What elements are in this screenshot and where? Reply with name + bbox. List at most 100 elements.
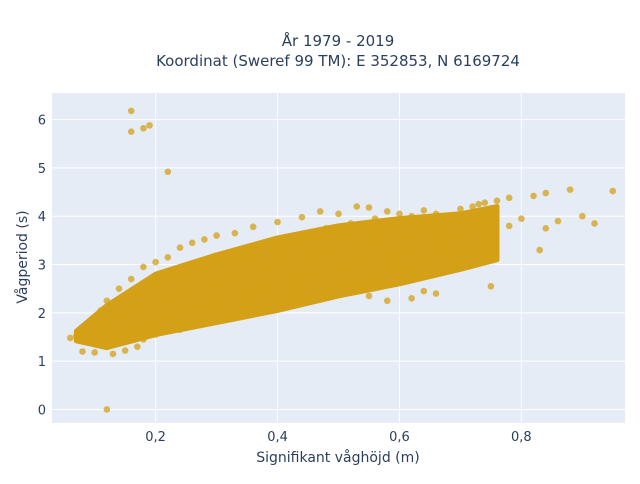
scatter-point [103, 328, 111, 336]
scatter-point [493, 197, 501, 205]
scatter-point [402, 234, 409, 242]
x-tick-label: 0,2 [145, 430, 166, 445]
scatter-point [207, 280, 214, 288]
scatter-point [408, 249, 415, 256]
scatter-point [566, 186, 574, 193]
scatter-point [432, 244, 440, 251]
scatter-point [262, 285, 269, 292]
scatter-point [79, 348, 86, 355]
scatter-point [463, 220, 470, 227]
scatter-point [146, 321, 153, 329]
scatter-point [268, 244, 275, 251]
scatter-point [383, 253, 391, 261]
scatter-point [383, 297, 391, 305]
scatter-point [335, 210, 342, 218]
scatter-point [274, 218, 281, 226]
scatter-point [505, 222, 513, 230]
scatter-point [103, 406, 111, 413]
scatter-point [127, 107, 135, 115]
y-axis-label: Vågperiod (s) [14, 210, 31, 303]
scatter-point [164, 168, 172, 176]
tick-labels: 0,2 0,4 0,6 0,8 0 1 2 3 4 5 6 [38, 114, 532, 445]
scatter-point [341, 227, 348, 235]
scatter-point [316, 208, 324, 215]
scatter-point [79, 331, 86, 338]
chart-title-line1: År 1979 - 2019 [282, 31, 395, 50]
scatter-point [396, 210, 403, 218]
scatter-point [127, 128, 135, 135]
scatter-point [530, 192, 537, 200]
scatter-point [134, 343, 141, 350]
scatter-point [487, 282, 495, 290]
scatter-point [182, 287, 190, 295]
scatter-point [146, 122, 153, 129]
scatter-point [518, 215, 525, 222]
scatter-point [323, 224, 330, 232]
scatter-point [444, 213, 452, 221]
scatter-point [377, 238, 385, 245]
scatter-point [249, 307, 257, 314]
scatter-point [335, 263, 342, 271]
scatter-point [164, 314, 172, 321]
scatter-point [408, 212, 415, 220]
scatter-point [481, 199, 489, 206]
scatter-point [310, 270, 318, 278]
scatter-point [579, 212, 586, 220]
scatter-point [487, 229, 495, 237]
scatter-point [481, 217, 489, 225]
scatter-point [231, 229, 239, 237]
scatter-point [396, 266, 403, 273]
scatter-point [323, 287, 330, 295]
scatter-point [371, 215, 379, 222]
x-tick-label: 0,8 [511, 430, 532, 445]
scatter-point [286, 278, 294, 285]
x-tick-label: 0,4 [267, 430, 288, 445]
scatter-point [201, 236, 208, 243]
scatter-point [188, 307, 196, 314]
scatter-point [475, 200, 483, 208]
scatter-point [170, 273, 178, 280]
y-tick-label: 5 [38, 162, 46, 177]
scatter-point [420, 287, 428, 295]
scatter-point [353, 241, 361, 249]
scatter-point [536, 246, 543, 254]
scatter-point [127, 326, 135, 334]
scatter-point [365, 292, 373, 300]
scatter-point [237, 292, 245, 300]
x-tick-label: 0,6 [389, 430, 410, 445]
scatter-point [365, 222, 373, 230]
scatter-point [66, 334, 74, 342]
y-tick-label: 3 [38, 259, 46, 274]
scatter-point [304, 252, 312, 260]
scatter-point [426, 224, 434, 232]
scatter-point [432, 290, 440, 297]
scatter-point [91, 349, 98, 356]
chart-title-line2: Koordinat (Sweref 99 TM): E 352853, N 61… [156, 52, 520, 70]
scatter-point [383, 208, 391, 215]
scatter-point [176, 326, 184, 334]
y-tick-label: 6 [38, 114, 46, 129]
scatter-point [121, 347, 129, 354]
scatter-point [140, 124, 147, 132]
scatter-point [255, 265, 263, 272]
scatter-point [127, 275, 135, 283]
scatter-point [121, 292, 129, 300]
scatter-point [231, 270, 239, 278]
scatter-point [408, 295, 415, 302]
scatter-point [213, 299, 220, 307]
scatter-point [201, 320, 208, 327]
scatter-point [420, 256, 428, 263]
scatter-point [347, 280, 354, 288]
scatter-point [188, 239, 196, 247]
scatter-point [298, 231, 306, 238]
scatter-point [298, 213, 306, 221]
scatter-point [347, 220, 354, 227]
scatter-point [542, 224, 550, 232]
scatter-point [73, 332, 80, 340]
y-tick-label: 1 [38, 355, 46, 370]
scatter-point [329, 246, 336, 254]
scatter-point [420, 207, 428, 214]
scatter-point [444, 251, 452, 259]
scatter-point [298, 292, 306, 300]
